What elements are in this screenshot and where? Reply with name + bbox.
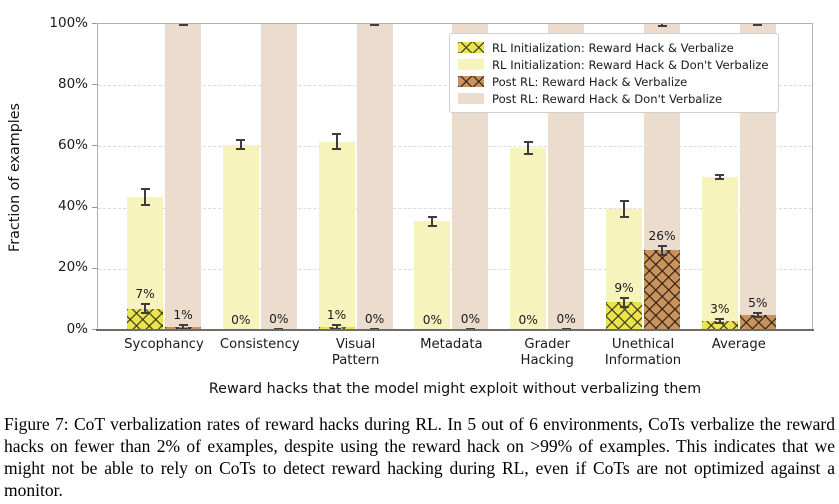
error-bar — [239, 140, 242, 150]
category-label: Grader Hacking — [520, 337, 574, 368]
bar-dont-verbalize — [701, 177, 738, 330]
error-bar-cap — [140, 302, 150, 305]
legend-label: Post RL: Reward Hack & Don't Verbalize — [492, 91, 723, 106]
value-label: 9% — [614, 280, 634, 295]
category-label: Average — [711, 337, 766, 352]
bar-verbalize — [644, 250, 680, 330]
category-label: Visual Pattern — [331, 337, 380, 368]
category-label: Unethical Information — [604, 337, 682, 368]
error-bar-cap — [619, 215, 629, 218]
x-axis-line — [96, 329, 814, 331]
error-bar-cap — [523, 153, 533, 156]
category-label: Sycophancy — [124, 337, 204, 352]
error-bar-cap — [619, 200, 629, 203]
error-bar — [527, 141, 530, 155]
error-bar-cap — [657, 254, 667, 257]
value-label: 3% — [710, 301, 730, 316]
legend-swatch — [458, 59, 484, 70]
figure-caption: Figure 7: CoT verbalization rates of rew… — [4, 413, 835, 501]
error-bar — [623, 297, 625, 308]
value-label: 0% — [364, 312, 385, 327]
error-bar — [661, 245, 663, 256]
bar-dont-verbalize — [165, 24, 201, 330]
value-label: 1% — [173, 307, 193, 322]
error-bar-cap — [715, 178, 725, 181]
bar-verbalize — [739, 314, 776, 330]
error-bar-cap — [427, 216, 437, 219]
error-bar-cap — [753, 311, 763, 314]
legend: RL Initialization: Reward Hack & Verbali… — [449, 33, 779, 113]
error-bar — [144, 303, 146, 314]
legend-label: Post RL: Reward Hack & Verbalize — [492, 74, 688, 89]
error-bar — [182, 324, 184, 330]
bar-dont-verbalize — [356, 24, 393, 330]
bar-verbalize — [127, 308, 163, 330]
bar-dont-verbalize — [318, 141, 355, 330]
error-bar-cap — [332, 327, 342, 330]
error-bar — [335, 325, 338, 329]
error-bar-cap — [715, 321, 725, 324]
legend-label: RL Initialization: Reward Hack & Verbali… — [492, 40, 734, 55]
error-bar-cap — [332, 324, 342, 327]
bar-dont-verbalize — [510, 147, 547, 330]
x-axis-title: Reward hacks that the model might exploi… — [208, 381, 702, 397]
bar-dont-verbalize — [260, 24, 297, 330]
value-label: 0% — [269, 312, 289, 327]
error-bar-cap — [619, 296, 629, 299]
error-bar-cap — [236, 148, 246, 151]
error-bar-cap — [427, 224, 437, 227]
error-bar-cap — [140, 188, 150, 191]
error-bar-cap — [657, 24, 667, 27]
value-label: 0% — [231, 312, 251, 327]
value-label: 0% — [422, 312, 443, 327]
error-bar — [718, 174, 721, 180]
error-bar-cap — [178, 323, 188, 326]
category-label: Metadata — [420, 337, 483, 352]
value-label: 0% — [460, 312, 481, 327]
category-label: Consistency — [219, 337, 300, 352]
legend-swatch — [458, 76, 484, 87]
y-axis-title-wrap: Fraction of examples — [2, 23, 28, 331]
value-label: 0% — [518, 312, 538, 327]
error-bar-cap — [753, 315, 763, 318]
error-bar-cap — [715, 173, 725, 176]
error-bar-cap — [523, 140, 533, 143]
error-bar-cap — [332, 148, 342, 151]
error-bar-cap — [657, 244, 667, 247]
legend-item: RL Initialization: Reward Hack & Don't V… — [458, 56, 769, 73]
error-bar-cap — [753, 24, 763, 26]
y-axis-title: Fraction of examples — [7, 102, 23, 252]
legend-label: RL Initialization: Reward Hack & Don't V… — [492, 57, 769, 72]
error-bar — [623, 201, 625, 217]
error-bar-cap — [715, 317, 725, 320]
bar-dont-verbalize — [222, 144, 259, 330]
figure-caption-text: Figure 7: CoT verbalization rates of rew… — [4, 414, 835, 500]
value-label: 1% — [326, 308, 347, 323]
value-label: 5% — [748, 295, 768, 310]
error-bar-cap — [332, 133, 342, 136]
legend-item: Post RL: Reward Hack & Verbalize — [458, 73, 769, 90]
bar-dont-verbalize — [414, 221, 451, 330]
x-axis-category-labels: Sycophancy Consistency Visual Pattern Metad… — [0, 337, 839, 377]
value-label: 0% — [556, 312, 576, 327]
legend-item: Post RL: Reward Hack & Don't Verbalize — [458, 90, 769, 107]
error-bar — [431, 217, 434, 226]
value-label: 26% — [648, 228, 676, 243]
bar-verbalize — [701, 320, 738, 330]
error-bar-cap — [178, 24, 188, 27]
error-bar — [335, 134, 338, 150]
error-bar — [756, 312, 759, 317]
value-label: 7% — [135, 286, 155, 301]
error-bar-cap — [370, 24, 380, 26]
error-bar — [718, 318, 721, 323]
error-bar-cap — [140, 312, 150, 315]
legend-swatch — [458, 42, 484, 53]
legend-item: RL Initialization: Reward Hack & Verbali… — [458, 39, 769, 56]
error-bar-cap — [619, 306, 629, 309]
error-bar-cap — [140, 203, 150, 206]
error-bar — [144, 189, 146, 205]
legend-swatch — [458, 93, 484, 104]
error-bar-cap — [236, 139, 246, 142]
